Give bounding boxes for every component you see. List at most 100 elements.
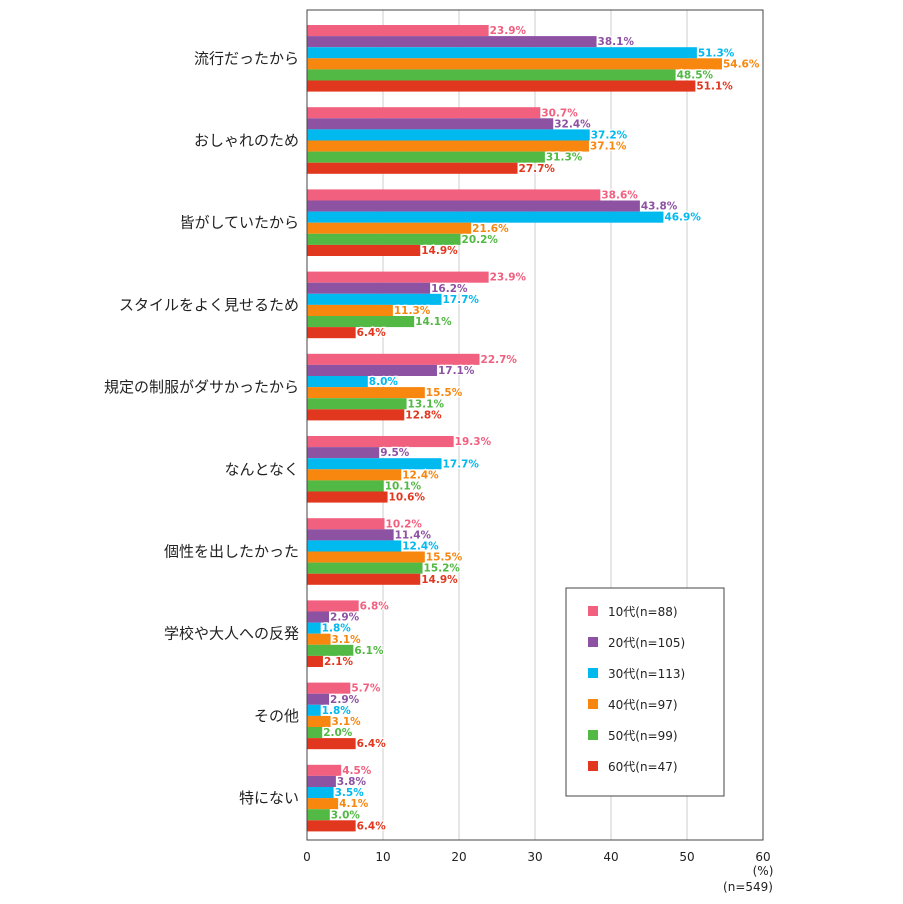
data-label: 2.9% xyxy=(330,694,360,706)
bar xyxy=(307,47,697,59)
data-label: 15.5% xyxy=(426,387,463,399)
data-label: 17.1% xyxy=(438,365,475,377)
x-tick-label: 60 xyxy=(755,850,770,864)
bar xyxy=(307,775,336,787)
data-label: 6.4% xyxy=(357,327,387,339)
bar xyxy=(307,622,321,634)
bar xyxy=(307,222,472,234)
bar xyxy=(307,809,330,821)
data-label: 27.7% xyxy=(519,163,556,175)
bar xyxy=(307,682,351,694)
data-label: 16.2% xyxy=(431,283,468,295)
bar xyxy=(307,480,384,492)
legend-label: 30代(n=113) xyxy=(608,667,685,681)
bar xyxy=(307,518,385,530)
bar xyxy=(307,58,722,70)
data-label: 2.9% xyxy=(330,612,360,624)
category-label: 規定の制服がダサかったから xyxy=(104,378,299,396)
bar xyxy=(307,491,388,503)
data-label: 37.1% xyxy=(590,141,627,153)
data-label: 48.5% xyxy=(677,70,714,82)
data-label: 6.4% xyxy=(357,820,387,832)
legend-label: 60代(n=47) xyxy=(608,760,678,774)
bar xyxy=(307,447,380,459)
data-label: 2.1% xyxy=(324,656,354,668)
data-label: 14.1% xyxy=(415,316,452,328)
category-label: 特にない xyxy=(239,789,299,807)
plot-frame xyxy=(306,9,764,841)
bar xyxy=(307,573,421,585)
bar xyxy=(307,211,664,223)
category-label: おしゃれのため xyxy=(194,132,299,150)
data-label: 22.7% xyxy=(481,354,518,366)
bar xyxy=(307,551,425,563)
bar xyxy=(307,540,402,552)
data-label: 14.9% xyxy=(421,574,458,586)
bar xyxy=(307,353,480,365)
data-label: 32.4% xyxy=(554,118,591,130)
bar xyxy=(307,140,589,152)
data-label: 5.7% xyxy=(351,683,381,695)
bar xyxy=(307,633,331,645)
bar xyxy=(307,600,359,612)
bar xyxy=(307,611,330,623)
legend-swatch xyxy=(588,637,598,647)
legend-swatch xyxy=(588,699,598,709)
data-label: 1.8% xyxy=(322,623,352,635)
bar xyxy=(307,820,356,832)
bar xyxy=(307,200,640,212)
bar xyxy=(307,655,323,667)
bar xyxy=(307,304,393,316)
category-label: 個性を出したかった xyxy=(164,543,299,561)
category-label: スタイルをよく見せるため xyxy=(119,296,299,314)
data-label: 12.8% xyxy=(405,409,442,421)
data-label: 37.2% xyxy=(591,130,628,142)
data-label: 43.8% xyxy=(641,201,678,213)
bar xyxy=(307,107,541,119)
bar xyxy=(307,151,545,163)
x-tick-label: 10 xyxy=(375,850,390,864)
bar xyxy=(307,798,339,810)
bar xyxy=(307,436,454,448)
data-label: 11.3% xyxy=(394,305,431,317)
legend-label: 20代(n=105) xyxy=(608,636,685,650)
x-tick-label: 20 xyxy=(451,850,466,864)
data-label: 54.6% xyxy=(723,58,760,70)
bar xyxy=(307,293,442,305)
data-label: 2.0% xyxy=(323,727,353,739)
data-label: 30.7% xyxy=(541,107,578,119)
bar xyxy=(307,69,676,81)
data-label: 15.2% xyxy=(424,563,461,575)
category-label: 流行だったから xyxy=(194,49,299,67)
category-label: 学校や大人への反発 xyxy=(164,625,299,643)
data-label: 6.4% xyxy=(357,738,387,750)
bar xyxy=(307,562,423,574)
data-label: 15.5% xyxy=(426,552,463,564)
legend-label: 50代(n=99) xyxy=(608,729,678,743)
unit-label: (%) xyxy=(753,864,774,878)
data-label: 3.1% xyxy=(332,634,362,646)
axis-layer: 0 10 20 30 40 50 60 流行だったからおしゃれのため皆がしていたからスタイルを… xyxy=(104,49,771,864)
legend: 10代(n=88) 20代(n=105) 30代(n=113) 40代(n=97) 50… xyxy=(565,587,725,797)
bar xyxy=(307,387,425,399)
bar xyxy=(307,129,590,141)
bar xyxy=(307,271,489,283)
bar xyxy=(307,118,554,130)
bar xyxy=(307,36,597,48)
bar xyxy=(307,409,405,421)
data-label: 3.1% xyxy=(332,716,362,728)
bar xyxy=(307,693,330,705)
bar xyxy=(307,727,323,739)
bar-layer xyxy=(307,25,722,832)
data-label: 12.4% xyxy=(402,469,439,481)
data-label: 20.2% xyxy=(462,234,499,246)
legend-label: 40代(n=97) xyxy=(608,698,678,712)
bar xyxy=(307,644,354,656)
sample-size-label: (n=549) xyxy=(723,880,773,894)
legend-swatch xyxy=(588,668,598,678)
data-label: 17.7% xyxy=(443,458,480,470)
data-label: 6.1% xyxy=(354,645,384,657)
data-label: 9.5% xyxy=(380,447,410,459)
bar xyxy=(307,398,407,410)
